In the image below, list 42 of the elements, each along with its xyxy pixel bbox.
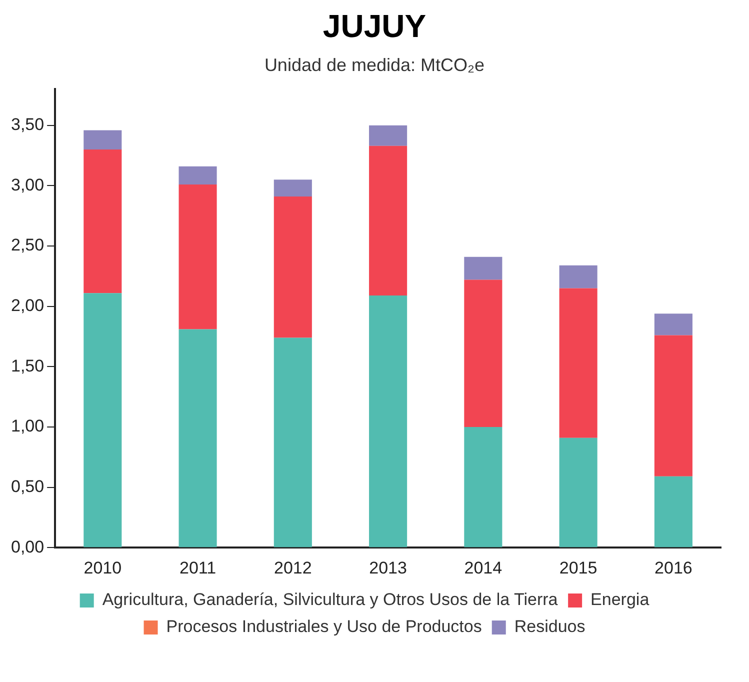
- bar: [654, 314, 692, 336]
- legend-label: Residuos: [514, 617, 586, 636]
- legend-label: Procesos Industriales y Uso de Productos: [166, 617, 482, 636]
- bar: [559, 288, 598, 438]
- bar: [274, 196, 312, 338]
- x-tick-label: 2016: [654, 558, 692, 578]
- y-tick-label: 1,00: [10, 416, 44, 436]
- bar: [84, 130, 122, 150]
- bar: [274, 180, 312, 197]
- bar: [178, 166, 217, 184]
- y-tick-label: 1,50: [10, 356, 44, 376]
- y-tick-label: 0,00: [10, 537, 44, 556]
- legend-label: Agricultura, Ganadería, Silvicultura y Otros Usos de la Tierra: [102, 590, 558, 610]
- bar: [369, 295, 408, 548]
- y-tick-label: 2,50: [10, 236, 44, 255]
- bar: [369, 125, 408, 146]
- bar: [464, 256, 502, 280]
- x-tick-label: 2014: [464, 558, 502, 578]
- bar: [178, 184, 217, 330]
- bar: [559, 438, 598, 548]
- bar: [178, 329, 217, 548]
- legend-label: Energia: [590, 590, 650, 610]
- y-tick-label: 3,50: [10, 115, 44, 134]
- bar: [274, 338, 312, 548]
- bar: [464, 280, 502, 427]
- bar: [84, 150, 122, 294]
- x-tick-label: 2010: [84, 558, 122, 578]
- y-tick-label: 3,00: [10, 175, 44, 194]
- bar: [369, 146, 408, 296]
- chart-subtitle: Unidad de medida: MtCO₂e: [263, 55, 486, 76]
- bar: [559, 265, 598, 288]
- x-tick-label: 2011: [180, 558, 216, 578]
- bar: [654, 335, 692, 476]
- x-tick-label: 2015: [559, 558, 598, 578]
- y-tick-label: 2,00: [10, 296, 44, 316]
- chart-title: JUJUY: [322, 8, 428, 45]
- bar: [654, 476, 692, 548]
- x-tick-label: 2013: [369, 558, 407, 578]
- x-tick-label: 2012: [274, 558, 312, 578]
- bar: [84, 293, 122, 548]
- bar: [464, 426, 502, 548]
- y-tick-label: 0,50: [10, 476, 44, 496]
